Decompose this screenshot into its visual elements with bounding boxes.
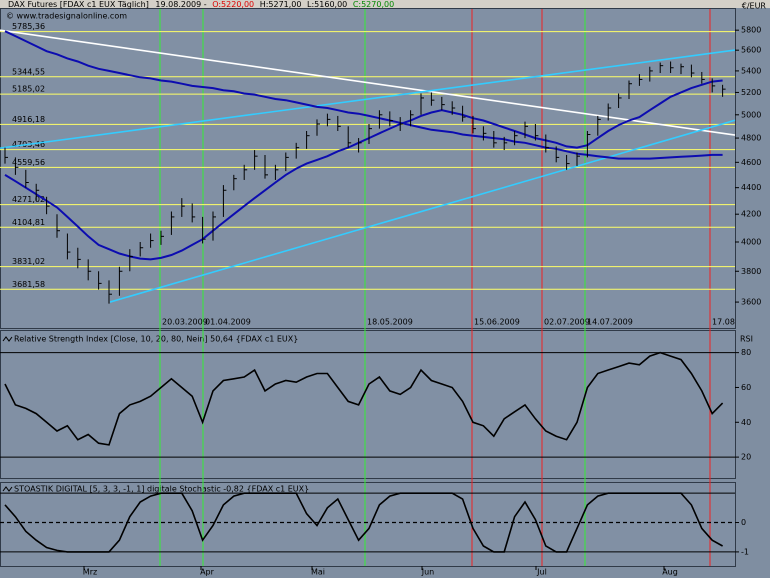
level-label: 4916,18 bbox=[12, 115, 45, 124]
price-panel bbox=[0, 8, 736, 329]
y-tick-label: 3800 bbox=[741, 267, 761, 276]
x-tick-label: Mrz bbox=[83, 568, 97, 577]
indicator-line bbox=[4, 492, 723, 553]
marker-label: 18.05.2009 bbox=[367, 318, 413, 327]
x-tick-label: Jul bbox=[536, 568, 547, 577]
trend-line bbox=[0, 49, 736, 149]
y-tick-label: 4600 bbox=[741, 158, 761, 167]
y-tick-label: 5000 bbox=[741, 110, 761, 119]
level-label: 4104,81 bbox=[12, 218, 45, 227]
y-tick-label: 5600 bbox=[741, 46, 761, 55]
marker-label: 15.06.2009 bbox=[474, 318, 520, 327]
stoch-icon bbox=[2, 486, 13, 492]
y-tick-label: 80 bbox=[741, 348, 751, 357]
rsi-title: Relative Strength Index [Close, 10, 20, … bbox=[14, 335, 298, 344]
y-tick-label: 5800 bbox=[741, 26, 761, 35]
level-label: 4271,02 bbox=[12, 195, 45, 204]
high: H:5271,00 bbox=[260, 0, 302, 9]
y-tick-label: 4000 bbox=[741, 238, 761, 247]
header-line: DAX Futures [FDAX c1 EUX Täglich] 19.08.… bbox=[8, 0, 394, 9]
y-tick-label: 20 bbox=[741, 453, 751, 462]
y-tick-label: 40 bbox=[741, 418, 751, 427]
rsi-icon bbox=[2, 336, 13, 342]
marker-label: 14.07.2009 bbox=[587, 318, 633, 327]
level-label: 5785,36 bbox=[12, 22, 45, 31]
level-label: 5185,02 bbox=[12, 85, 45, 94]
x-tick-label: Aug bbox=[662, 568, 678, 577]
stoch-panel bbox=[0, 482, 736, 567]
open: O:5220,00 bbox=[212, 0, 254, 9]
rsi-axis-label: RSI bbox=[740, 335, 753, 344]
low: L:5160,00 bbox=[307, 0, 347, 9]
level-label: 5344,55 bbox=[12, 67, 45, 76]
x-tick-label: Mai bbox=[311, 568, 325, 577]
close: C:5270,00 bbox=[353, 0, 394, 9]
trend-line bbox=[109, 119, 736, 303]
stoch-title: STOASTIK DIGITAL [5, 3, 3, -1, 1] digita… bbox=[14, 485, 309, 494]
y-tick-label: 4800 bbox=[741, 134, 761, 143]
x-tick-label: Apr bbox=[200, 568, 215, 577]
y-tick-label: 60 bbox=[741, 383, 751, 392]
y-tick-label: 4400 bbox=[741, 183, 761, 192]
y-axis-label: €/EUR bbox=[742, 2, 767, 11]
marker-label: 01.04.2009 bbox=[205, 318, 251, 327]
level-label: 3831,02 bbox=[12, 257, 45, 266]
marker-label: 02.07.2009 bbox=[544, 318, 590, 327]
y-tick-label: 3600 bbox=[741, 298, 761, 307]
marker-label: 17.08 bbox=[712, 318, 735, 327]
x-tick-label: Jun bbox=[421, 568, 435, 577]
moving-average bbox=[4, 79, 723, 261]
header-bar bbox=[0, 0, 770, 8]
level-label: 4559,56 bbox=[12, 158, 45, 167]
copyright: © www.tradesignalonline.com bbox=[6, 12, 127, 21]
trend-line bbox=[0, 29, 736, 136]
date: 19.08.2009 - bbox=[155, 0, 206, 9]
level-label: 3681,58 bbox=[12, 280, 45, 289]
y-tick-label: 5200 bbox=[741, 88, 761, 97]
instrument: DAX Futures [FDAX c1 EUX Täglich] bbox=[8, 0, 149, 9]
rsi-panel bbox=[0, 330, 736, 479]
y-tick-label: -1 bbox=[741, 547, 749, 556]
y-tick-label: 0 bbox=[741, 518, 746, 527]
y-tick-label: 4200 bbox=[741, 210, 761, 219]
y-tick-label: 5400 bbox=[741, 66, 761, 75]
moving-average bbox=[4, 30, 723, 160]
indicator-line bbox=[4, 351, 724, 446]
marker-label: 20.03.2009 bbox=[162, 318, 208, 327]
